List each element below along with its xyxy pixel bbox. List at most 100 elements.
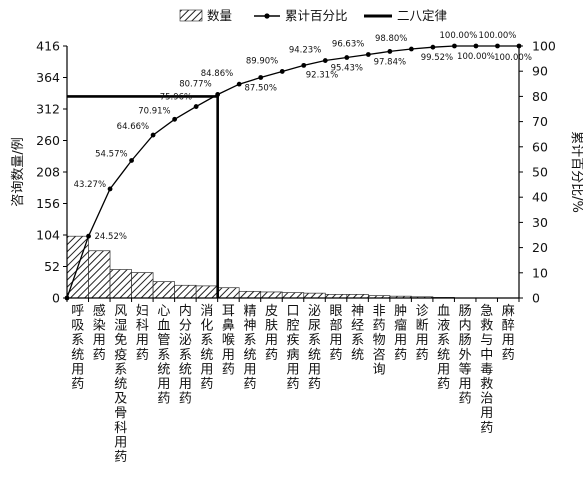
axes: 0 52 104 156 208 260 312 364 416 0 10 20 30 40 50 60 70 8… — [36, 39, 556, 306]
x-tick-label: 耳鼻喉用药 — [222, 304, 235, 377]
x-tick-label: 麻醉用药 — [502, 304, 515, 363]
y-tick-label: 364 — [36, 70, 60, 85]
data-label: 80.77% — [179, 79, 211, 89]
x-tick-label: 肠内肠外等用药 — [459, 304, 472, 407]
x-tick-label: 非药物咨询 — [373, 304, 386, 377]
y2-tick-label: 30 — [532, 215, 548, 230]
y2-tick-label: 10 — [532, 265, 548, 280]
bar — [152, 281, 175, 299]
y2-tick-label: 80 — [532, 89, 548, 104]
y2-tick-label: 60 — [532, 139, 548, 154]
y-tick-label: 104 — [36, 228, 60, 243]
data-label: 100.00% — [440, 31, 478, 41]
cumulative-point — [473, 43, 479, 49]
cumulative-point — [344, 55, 350, 60]
data-label: 98.80% — [375, 34, 407, 44]
cumulative-point — [236, 81, 242, 87]
cumulative-point — [387, 49, 393, 54]
origin-point — [64, 295, 70, 301]
bar — [281, 292, 305, 299]
cumulative-point — [193, 104, 199, 109]
bar — [131, 272, 154, 299]
x-tick-label: 皮肤用药 — [265, 304, 278, 363]
cumulative-point — [215, 92, 221, 97]
bar — [260, 291, 283, 299]
x-tick-label: 内分泌系统用药 — [179, 303, 192, 407]
data-label: 84.86% — [201, 69, 233, 79]
data-label: 24.52% — [95, 232, 127, 242]
x-tick-labels: 呼吸系统用药感染用药风湿免疫系统及骨科用药妇科用药心血管系统用药内分泌系统用药消… — [71, 303, 514, 465]
x-tick-label: 血液系统用药 — [437, 304, 450, 392]
x-tick-label: 眼部用药 — [330, 304, 343, 363]
cumulative-point — [86, 233, 91, 239]
bar — [109, 269, 132, 299]
x-tick-label: 口腔疾病用药 — [286, 304, 299, 392]
y-tick-label: 52 — [44, 259, 60, 274]
y2-tick-label: 90 — [532, 64, 548, 79]
data-label: 87.50% — [245, 84, 277, 94]
y2-tick-label: 0 — [532, 291, 540, 306]
data-label: 95.43% — [331, 64, 363, 74]
cumulative-point — [172, 116, 178, 122]
data-label: 89.90% — [246, 56, 278, 66]
y-tick-label: 156 — [36, 196, 60, 211]
cumulative-point — [279, 69, 285, 74]
y2-axis-title: 累计百分比/% — [569, 131, 583, 213]
y2-tick-label: 20 — [532, 240, 548, 255]
x-tick-label: 急救与中毒救治用药 — [480, 304, 493, 436]
data-label: 75.96% — [160, 93, 192, 103]
pareto-rule — [67, 95, 219, 298]
y-tick-label: 312 — [36, 102, 60, 117]
cumulative-point — [495, 43, 500, 49]
data-label: 99.52% — [421, 53, 453, 63]
x-tick-label: 精神系统用药 — [243, 304, 256, 392]
x-tick-label: 感染用药 — [93, 303, 106, 363]
x-tick-label: 心血管系统用药 — [157, 304, 170, 407]
y-tick-label: 416 — [36, 39, 60, 54]
x-tick-label: 神经系统 — [351, 304, 364, 363]
y-axis-title: 咨询数量/例 — [11, 137, 26, 206]
cumulative-point — [258, 75, 264, 80]
legend: 数量 累计百分比 二八定律 — [179, 8, 447, 23]
y2-tick-label: 70 — [532, 114, 548, 129]
cumulative-point — [452, 43, 457, 49]
legend-bar-swatch — [179, 9, 203, 22]
cumulative-point — [107, 186, 113, 192]
bar — [195, 285, 219, 299]
data-label: 100.00% — [479, 31, 517, 41]
legend-label-count: 数量 — [207, 8, 232, 23]
cumulative-point — [150, 132, 156, 138]
bar — [217, 287, 240, 299]
cumulative-point — [430, 44, 436, 50]
bar — [88, 250, 111, 299]
legend-marker-swatch — [264, 13, 270, 19]
legend-label-cumulative: 累计百分比 — [285, 8, 348, 23]
data-label: 54.57% — [95, 149, 127, 159]
cumulative-point — [129, 158, 134, 163]
data-labels: 24.52% 43.27% 54.57% 64.66% 70.91% 75.96% 80.7… — [74, 31, 532, 242]
cumulative-line — [66, 45, 519, 299]
y2-tick-label: 40 — [532, 190, 548, 205]
data-label: 94.23% — [289, 46, 321, 56]
cumulative-point — [301, 62, 307, 68]
data-label: 70.91% — [138, 106, 170, 116]
data-label: 43.27% — [74, 180, 106, 190]
data-label: 100.00% — [494, 53, 532, 63]
y-tick-label: 0 — [52, 291, 60, 306]
bar — [174, 284, 197, 299]
y2-tick-label: 100 — [532, 39, 556, 54]
data-label: 97.84% — [374, 57, 406, 67]
data-label: 64.66% — [117, 122, 149, 132]
cumulative-point — [516, 43, 522, 49]
x-tick-label: 肿瘤用药 — [394, 304, 407, 363]
x-tick-label: 诊断用药 — [416, 304, 429, 363]
cumulative-point — [408, 46, 414, 52]
bar-series — [66, 235, 455, 299]
y-tick-label: 208 — [36, 165, 60, 180]
bar — [303, 292, 326, 299]
y2-tick-label: 50 — [532, 165, 548, 180]
x-tick-label: 风湿免疫系统及骨科用药 — [114, 304, 127, 465]
legend-label-pareto: 二八定律 — [397, 8, 447, 23]
cumulative-point — [322, 58, 328, 63]
